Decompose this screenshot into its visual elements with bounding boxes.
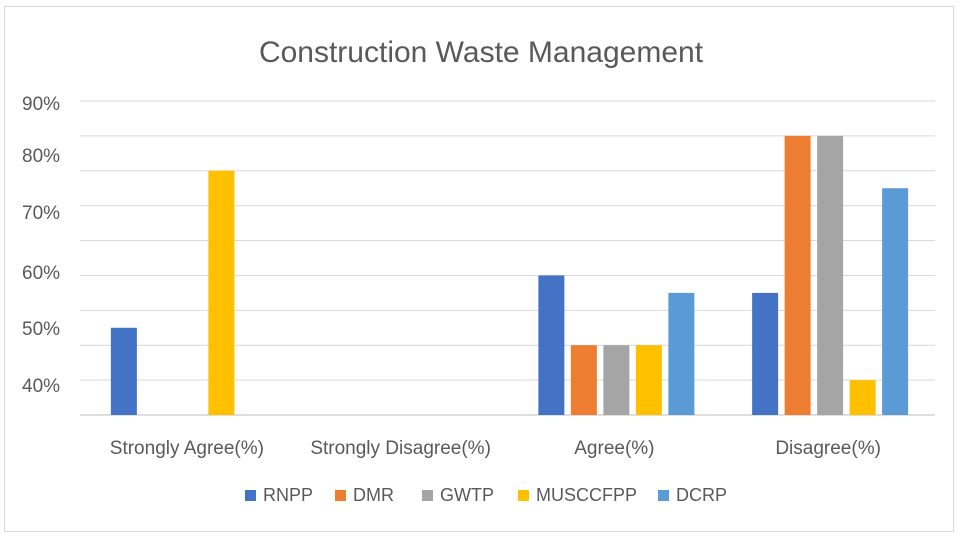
legend-label: DMR (353, 485, 394, 505)
bar-rnpp (110, 327, 137, 415)
legend-swatch (422, 490, 433, 501)
category-label: Agree(%) (574, 438, 654, 459)
bar-dmr (570, 345, 597, 415)
y-tick-label: 50% (22, 319, 60, 340)
y-axis-tick-labels: 90% 80% 70% 60% 50% 40% (22, 94, 60, 397)
bars (110, 135, 909, 415)
legend-label: RNPP (263, 485, 313, 505)
legend-swatch (245, 490, 256, 501)
category-label: Strongly Agree(%) (110, 438, 264, 459)
y-tick-label: 70% (22, 203, 60, 224)
legend-swatch (658, 490, 669, 501)
category-label: Disagree(%) (775, 438, 881, 459)
legend-label: DCRP (676, 485, 727, 505)
bar-musccfpp (635, 345, 662, 415)
bar-dcrp (882, 188, 909, 415)
y-tick-label: 60% (22, 263, 60, 284)
y-tick-label: 80% (22, 146, 60, 167)
legend-label: MUSCCFPP (536, 485, 637, 505)
legend: RNPP DMR GWTP MUSCCFPP DCRP (245, 485, 727, 505)
category-labels: Strongly Agree(%) Strongly Disagree(%) Agr… (110, 438, 881, 459)
bar-gwtp (817, 135, 844, 415)
legend-label: GWTP (440, 485, 494, 505)
bar-rnpp (538, 275, 565, 415)
legend-swatch (335, 490, 346, 501)
chart-title: Construction Waste Management (259, 36, 704, 69)
category-label: Strongly Disagree(%) (310, 438, 491, 459)
bar-musccfpp (208, 170, 235, 415)
legend-swatch (518, 490, 529, 501)
y-tick-label: 40% (22, 376, 60, 397)
bar-dcrp (668, 292, 695, 415)
bar-rnpp (752, 292, 779, 415)
y-tick-label: 90% (22, 94, 60, 115)
bar-musccfpp (849, 380, 876, 415)
bar-gwtp (603, 345, 630, 415)
bar-dmr (784, 135, 811, 415)
